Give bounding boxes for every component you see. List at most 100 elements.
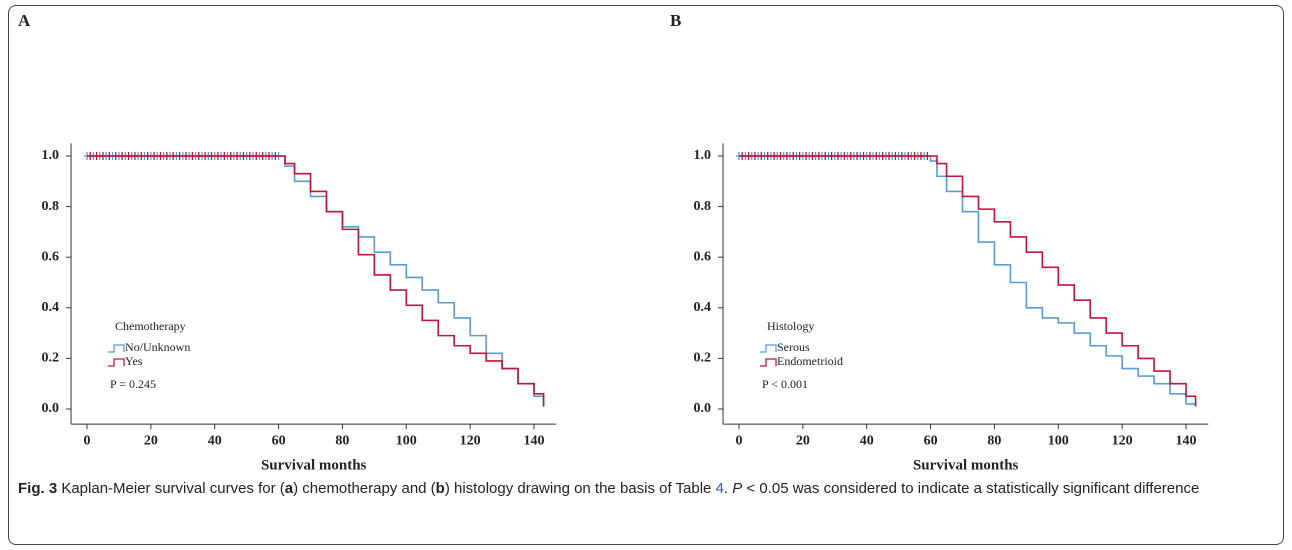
censor-mark (892, 152, 899, 160)
censor-mark (151, 152, 158, 160)
x-tick-label: 20 (796, 433, 810, 448)
censor-mark (917, 152, 924, 160)
censor-mark (202, 152, 209, 160)
x-tick-label: 120 (1112, 433, 1133, 448)
censor-mark (790, 152, 797, 160)
censor-mark (246, 152, 253, 160)
figure-frame (8, 5, 1284, 545)
censor-mark (777, 152, 784, 160)
caption-text: . (723, 480, 733, 497)
legend-swatch (108, 344, 125, 353)
legend-title: Chemotherapy (115, 319, 186, 333)
y-tick-label: 0.8 (694, 199, 712, 214)
censor-mark (163, 152, 170, 160)
y-tick-label: 0.6 (42, 249, 60, 264)
censor-mark (272, 152, 279, 160)
figure: A 0.0 0.2 0.4 0.6 0.8 1.0 0 20 40 60 80 100 120 140 Sur… (18, 11, 1209, 473)
censor-mark (170, 152, 177, 160)
censor-mark (125, 152, 132, 160)
censor-mark (157, 152, 164, 160)
censor-mark (898, 152, 905, 160)
censor-mark (240, 152, 247, 160)
legend-swatch (760, 358, 777, 367)
censor-mark (131, 152, 138, 160)
censor-mark (866, 152, 873, 160)
y-tick-label: 0.8 (42, 199, 60, 214)
censor-mark (911, 152, 918, 160)
censor-mark (227, 152, 234, 160)
censor-mark (841, 152, 848, 160)
y-tick-label: 0.0 (42, 401, 60, 416)
censor-mark (815, 152, 822, 160)
y-tick-label: 0.2 (694, 351, 712, 366)
caption-text: a (284, 480, 294, 497)
censor-mark (905, 152, 912, 160)
p-value: P < 0.001 (762, 377, 808, 391)
legend-label: Yes (125, 354, 143, 368)
panel-label: A (18, 11, 31, 30)
legend-label: Serous (777, 340, 810, 354)
censor-mark (106, 152, 113, 160)
survival-curve (739, 155, 1197, 407)
y-tick-label: 1.0 (694, 148, 712, 163)
caption: Fig. 3 Kaplan-Meier survival curves for … (18, 476, 1280, 501)
censor-mark (99, 152, 106, 160)
caption-text: < 0.05 was considered to indicate a stat… (742, 480, 1200, 497)
x-tick-label: 80 (335, 433, 349, 448)
censor-mark (758, 152, 765, 160)
censor-mark (924, 152, 931, 160)
censor-mark (745, 152, 752, 160)
legend-swatch (108, 358, 125, 367)
y-tick-label: 1.0 (42, 148, 60, 163)
censor-mark (208, 152, 215, 160)
censor-mark (259, 152, 266, 160)
x-tick-label: 120 (460, 433, 481, 448)
y-tick-label: 0.6 (694, 249, 712, 264)
survival-curve (87, 155, 545, 407)
caption-text: b (435, 480, 445, 497)
censor-mark (751, 152, 758, 160)
caption-link[interactable]: 4 (715, 480, 724, 497)
caption-text: Kaplan-Meier survival curves for ( (57, 480, 285, 497)
censor-mark (221, 152, 228, 160)
legend-label: No/Unknown (125, 340, 190, 354)
caption-text: ) histology drawing on the basis of Tabl… (444, 480, 716, 497)
censor-mark (93, 152, 100, 160)
x-tick-label: 0 (736, 433, 743, 448)
y-tick-label: 0.2 (42, 351, 60, 366)
y-tick-label: 0.4 (694, 300, 712, 315)
x-tick-label: 100 (1048, 433, 1069, 448)
x-tick-label: 100 (396, 433, 417, 448)
censor-mark (796, 152, 803, 160)
censor-mark (783, 152, 790, 160)
censor-mark (834, 152, 841, 160)
x-tick-label: 20 (144, 433, 158, 448)
x-axis-label: Survival months (261, 457, 367, 473)
x-tick-label: 60 (272, 433, 286, 448)
x-tick-label: 80 (987, 433, 1001, 448)
censor-mark (886, 152, 893, 160)
x-tick-label: 60 (924, 433, 938, 448)
censor-mark (189, 152, 196, 160)
censor-mark (771, 152, 778, 160)
censor-mark (144, 152, 151, 160)
censor-mark (822, 152, 829, 160)
censor-mark (112, 152, 119, 160)
censor-mark (265, 152, 272, 160)
censor-mark (138, 152, 145, 160)
censor-mark (119, 152, 126, 160)
censor-mark (182, 152, 189, 160)
censor-mark (860, 152, 867, 160)
legend-title: Histology (767, 319, 814, 333)
x-axis-label: Survival months (913, 457, 1019, 473)
censor-mark (847, 152, 854, 160)
x-tick-label: 140 (1176, 433, 1197, 448)
censor-mark (739, 152, 746, 160)
caption-text: P (732, 480, 743, 497)
censor-mark (873, 152, 880, 160)
y-tick-label: 0.0 (694, 401, 712, 416)
censor-mark (214, 152, 221, 160)
x-tick-label: 140 (524, 433, 545, 448)
censor-mark (195, 152, 202, 160)
